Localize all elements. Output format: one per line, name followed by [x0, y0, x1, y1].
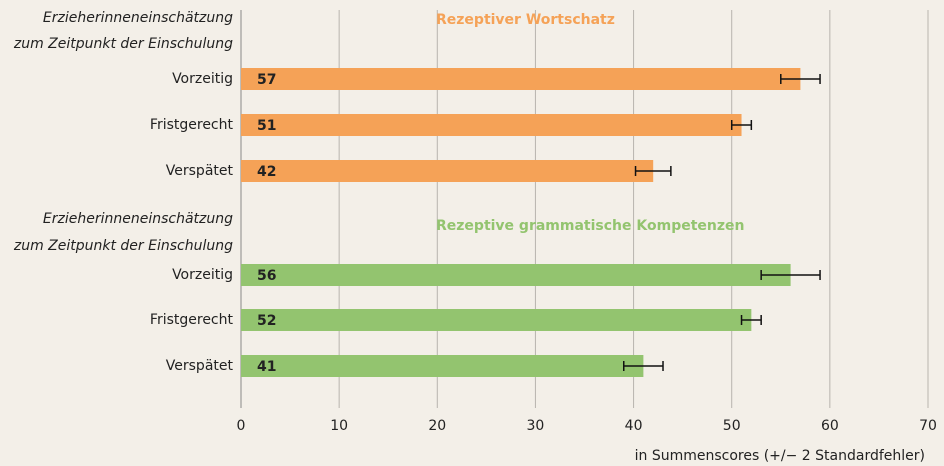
axis-label: zum Zeitpunkt der Einschulung: [13, 36, 233, 52]
category-label: Fristgerecht: [150, 312, 234, 328]
bar: [241, 264, 791, 286]
x-tick-label: 30: [527, 418, 545, 434]
error-bar: [730, 120, 753, 130]
bar: [241, 114, 742, 136]
x-axis-label: in Summenscores (+/− 2 Standardfehler): [635, 448, 925, 464]
bar: [241, 160, 654, 182]
axis-label: zum Zeitpunkt der Einschulung: [13, 238, 233, 254]
category-label: Vorzeitig: [172, 267, 233, 283]
axis-label: Erzieherinneneinschätzung: [43, 211, 233, 227]
error-bar: [623, 361, 664, 371]
x-tick-label: 40: [625, 418, 643, 434]
category-label: Verspätet: [166, 163, 234, 179]
x-tick-label: 20: [428, 418, 446, 434]
value-label: 41: [257, 359, 276, 375]
value-label: 56: [257, 268, 276, 284]
value-label: 57: [257, 72, 276, 88]
error-bar: [780, 74, 821, 84]
category-label: Verspätet: [166, 358, 234, 374]
error-bar: [634, 166, 672, 176]
error-bar: [760, 270, 821, 280]
bar: [241, 355, 644, 377]
value-label: 51: [257, 118, 276, 134]
x-tick-label: 10: [330, 418, 348, 434]
x-tick-label: 60: [821, 418, 839, 434]
x-tick-label: 50: [723, 418, 741, 434]
x-tick-label: 70: [919, 418, 937, 434]
value-label: 42: [257, 164, 276, 180]
bar: [241, 68, 801, 90]
value-label: 52: [257, 313, 276, 329]
category-label: Vorzeitig: [172, 71, 233, 87]
chart-title: Rezeptiver Wortschatz: [436, 12, 615, 28]
category-label: Fristgerecht: [150, 117, 234, 133]
error-bar: [740, 315, 762, 325]
bar: [241, 309, 752, 331]
x-tick-label: 0: [237, 418, 246, 434]
axis-label: Erzieherinneneinschätzung: [43, 10, 233, 26]
chart-title: Rezeptive grammatische Kompetenzen: [436, 218, 744, 234]
